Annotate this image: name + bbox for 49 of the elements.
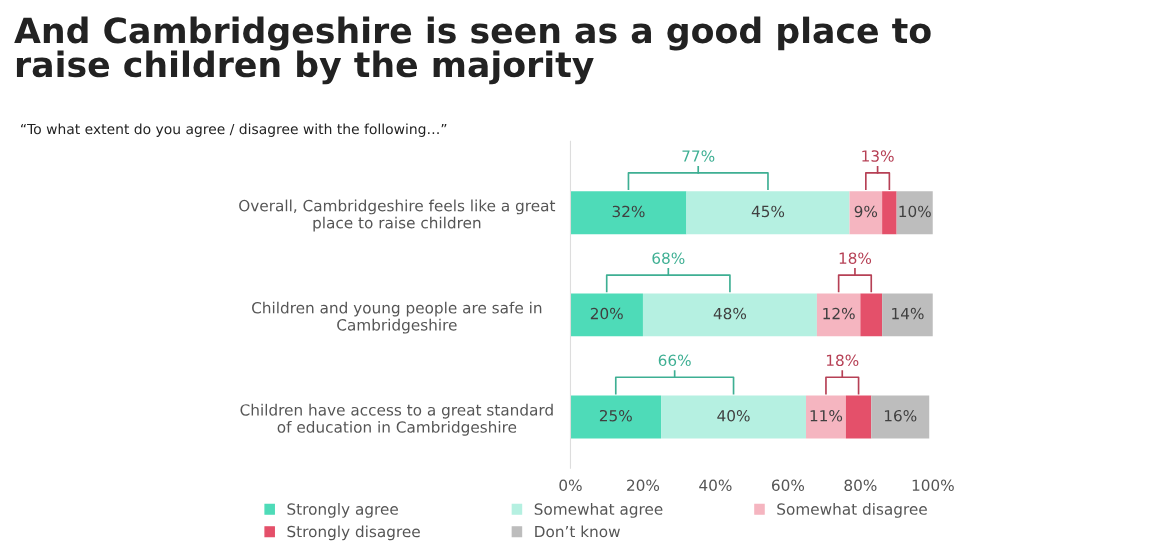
legend-label: Don’t know [535,525,620,538]
x-tick-label: 40% [699,479,732,492]
data-label: 45% [751,205,785,218]
legend-label: Strongly agree [287,503,398,518]
bar [570,191,687,235]
data-label: 10% [899,205,931,218]
x-tick-label: 80% [844,479,877,492]
bar [642,293,817,337]
x-tick-label: 60% [771,479,805,492]
y-tick-label: Overall, Cambridgeshire feels like a great place to raise children [239,199,556,232]
data-label: 48% [713,307,747,320]
bar [896,191,933,235]
text: “To what extent do you agree / disagree with the following…” [21,123,447,137]
chart-title: And Cambridgeshire is seen as a good place to raise children by the majority [14,16,931,85]
bar [882,191,897,235]
y-tick-label: Children have access to a great standard of education in Cambridgeshire [240,403,553,436]
y-tick-label: Children and young people are safe in Cambridgeshire [252,301,542,334]
legend-label: Strongly disagree [287,525,420,541]
annotation: 13% [862,150,894,162]
bar [860,293,883,337]
bar [871,395,930,439]
bar [570,395,662,439]
annotation: 18% [839,252,872,264]
data-label: 12% [823,307,855,320]
bar [661,395,807,439]
data-label: 20% [590,307,623,320]
x-tick-label: 0% [559,479,582,492]
data-label: 9% [854,205,878,218]
data-label: 25% [599,409,632,422]
bar [806,395,846,439]
legend-label: Somewhat disagree [777,503,927,518]
data-label: 11% [810,409,843,422]
bar [845,395,872,439]
data-label: 14% [892,307,924,320]
x-tick-label: 100% [912,479,954,492]
annotation: 68% [652,252,685,264]
annotation: 18% [826,354,859,367]
data-label: 40% [717,409,750,422]
data-label: 32% [612,205,645,218]
bar [882,293,933,337]
bar [686,191,850,235]
annotation: 66% [658,354,691,367]
x-tick-label: 20% [627,479,660,492]
bar [849,191,883,235]
data-label: 16% [884,409,917,422]
legend-label: Somewhat agree [534,503,663,518]
bar [816,293,861,337]
bar [570,293,643,337]
annotation: 77% [682,150,715,162]
